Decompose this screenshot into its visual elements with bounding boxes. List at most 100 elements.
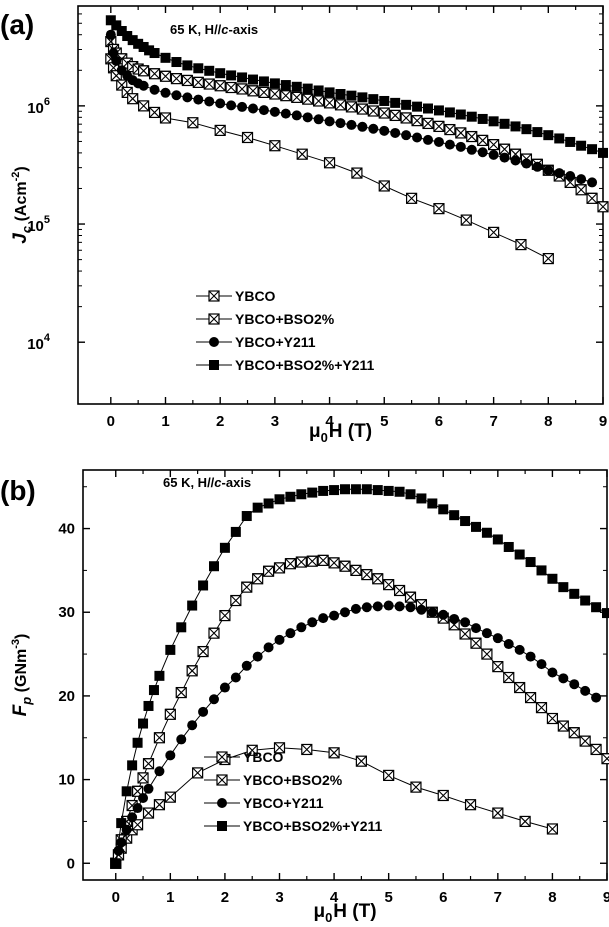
panel-a-x-axis-title: μ0H (T)	[309, 421, 372, 445]
panel-a-data-point	[389, 109, 401, 122]
panel-a-data-point	[122, 31, 133, 42]
panel-a: 0 1 2 3 4 5 6 7 8 9 104 105 106 (a) 65 K, H//c-axis YBC…	[0, 5, 609, 445]
panel-b-data-point	[438, 609, 449, 620]
panel-a-data-point	[313, 95, 325, 107]
panel-b-data-point	[601, 753, 609, 765]
panel-b-data-point	[460, 617, 471, 628]
panel-a-data-point	[433, 203, 445, 215]
panel-b-data-point	[471, 623, 481, 634]
panel-a-data-point	[455, 141, 466, 152]
panel-b-data-point	[187, 720, 198, 731]
panel-b-data-point	[252, 502, 263, 513]
panel-a-data-point	[488, 116, 499, 127]
panel-a-data-point	[313, 85, 324, 96]
panel-a-data-point	[215, 68, 226, 79]
panel-b-data-point	[138, 793, 149, 803]
panel-a-data-point	[477, 113, 488, 124]
panel-a-data-point	[515, 238, 527, 251]
panel-b-annotation: 65 K, H//c-axis	[163, 475, 251, 490]
panel-a-data-point	[258, 105, 269, 116]
panel-a-legend-label: YBCO+BSO2%+Y211	[235, 357, 375, 373]
panel-b-data-point	[525, 651, 536, 662]
panel-a-data-point	[111, 20, 122, 31]
panel-b-data-point	[503, 639, 514, 650]
panel-a-data-point	[170, 73, 183, 85]
panel-b-data-point	[492, 534, 503, 545]
panel-b-data-point	[285, 628, 296, 639]
panel-b-data-point	[219, 542, 230, 553]
panel-b-data-point	[492, 807, 504, 819]
panel-b-data-point	[372, 573, 384, 585]
panel-b-data-point	[296, 489, 307, 500]
panel-b-x-tick-label: 9	[603, 889, 609, 906]
panel-b-data-point	[416, 493, 427, 504]
panel-a-series-2	[105, 29, 598, 188]
panel-a-data-point	[214, 80, 226, 92]
panel-b-data-point	[328, 557, 340, 569]
panel-a-data-point	[378, 180, 390, 192]
panel-b-data-point	[383, 769, 395, 782]
panel-a-data-point	[378, 107, 390, 119]
panel-b-data-point	[546, 712, 559, 725]
panel-b-data-point	[569, 679, 580, 690]
panel-b-data-point	[394, 601, 405, 612]
panel-b-data-point	[219, 609, 231, 622]
panel-a-data-point	[423, 134, 433, 145]
panel-b-legend-label: YBCO	[243, 749, 284, 765]
panel-b-data-point	[252, 651, 263, 662]
panel-b-y-tick-label: 30	[58, 604, 75, 621]
panel-a-data-point	[237, 101, 248, 112]
panel-a-x-tick-label: 7	[489, 413, 497, 430]
panel-a-data-point	[148, 106, 161, 119]
panel-a-data-point	[411, 115, 423, 127]
panel-a-data-point	[499, 152, 510, 163]
panel-a-data-point	[105, 15, 116, 26]
panel-a-data-point	[368, 94, 379, 105]
panel-b-data-point	[350, 484, 361, 495]
panel-b-data-point	[138, 718, 149, 729]
panel-b-data-point	[464, 799, 477, 811]
panel-b-data-point	[230, 594, 242, 607]
panel-a-data-point	[226, 70, 237, 81]
panel-b-x-tick-label: 7	[494, 889, 502, 906]
panel-b-data-point	[591, 692, 602, 703]
panel-a-data-point	[159, 112, 172, 124]
panel-b-data-point	[273, 562, 286, 574]
panel-b-data-point	[186, 665, 198, 677]
panel-a-data-point	[521, 124, 532, 135]
panel-a-data-point	[554, 168, 565, 179]
panel-b-data-point	[492, 633, 503, 644]
panel-a-data-point	[433, 136, 444, 147]
panel-b-data-point	[142, 807, 155, 819]
panel-a-series-3	[105, 15, 608, 158]
panel-a-data-point	[455, 127, 467, 139]
panel-b-data-point	[197, 645, 209, 658]
panel-a-annotation: 65 K, H//c-axis	[170, 22, 258, 37]
panel-b-data-point	[230, 526, 241, 537]
panel-b-legend: YBCO YBCO+BSO2% YBCO+Y211 YBCO+BSO2%+Y211	[204, 749, 383, 834]
panel-b-data-point	[383, 485, 394, 496]
panel-a-data-point	[138, 100, 150, 112]
panel-a-data-point	[248, 103, 258, 114]
panel-a-data-point	[291, 81, 302, 92]
panel-a-y-axis-title: Jc (Acm-2)	[10, 166, 34, 243]
panel-a-data-point	[280, 108, 291, 119]
panel-a-data-point	[182, 92, 193, 103]
panel-b-data-point	[307, 617, 318, 628]
panel-a-data-point	[138, 80, 149, 91]
panel-b-x-tick-label: 1	[166, 889, 174, 906]
panel-a-data-point	[241, 131, 254, 144]
panel-b-data-point	[361, 602, 372, 613]
panel-b-data-point	[405, 602, 416, 613]
panel-b-data-point	[410, 781, 422, 793]
panel-b-x-tick-label: 5	[384, 889, 392, 906]
panel-a-data-point	[302, 83, 313, 94]
panel-a-x-tick-label: 3	[271, 413, 279, 430]
panel-a-data-point	[597, 201, 609, 213]
panel-b-data-point	[274, 634, 285, 645]
panel-a-data-point	[258, 86, 270, 99]
panel-b-data-point	[547, 667, 558, 678]
panel-a-data-point	[214, 124, 226, 137]
panel-a-legend-marker	[208, 313, 220, 325]
panel-b-legend-marker	[217, 798, 227, 808]
